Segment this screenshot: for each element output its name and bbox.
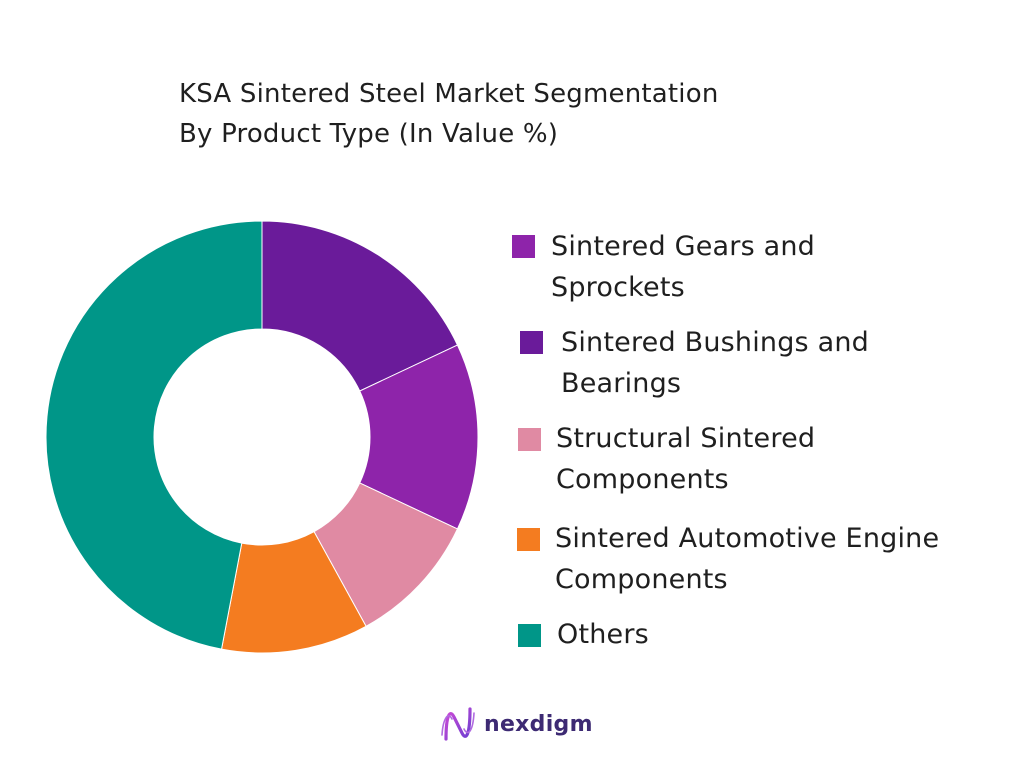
donut-slice-others [45,220,263,650]
chart-title-line-2: By Product Type (In Value %) [179,119,559,149]
legend-label-structural-line-1: Structural Sintered [556,423,816,454]
legend-label-engine-line-1: Sintered Automotive Engine [555,523,940,554]
nexdigm-logo: nexdigm [440,705,593,743]
legend-label-bushings: Sintered Bushings and Bearings [561,322,869,404]
legend-label-gears: Sintered Gears and Sprockets [551,226,815,308]
legend-swatch-bushings [520,331,543,354]
legend-label-others: Others [557,614,649,655]
legend-label-others-line-1: Others [557,619,649,650]
legend-swatch-others [518,624,541,647]
nexdigm-logo-icon [441,707,475,741]
legend-label-gears-line-1: Sintered Gears and [551,231,816,262]
legend-label-structural-line-2: Components [556,464,729,495]
donut-slice-gears [261,220,459,392]
legend-label-engine-line-2: Components [555,564,728,595]
legend-label-structural: Structural Sintered Components [556,418,815,500]
legend-swatch-engine [517,528,540,551]
legend-label-bushings-line-1: Sintered Bushings and [561,327,870,358]
chart-title-line-1: KSA Sintered Steel Market Segmentation [179,79,719,109]
donut-slice-bushings [359,344,479,530]
logo-text: nexdigm [484,711,593,737]
legend-swatch-structural [518,428,541,451]
legend-label-bushings-line-2: Bearings [561,368,682,399]
legend-label-gears-line-2: Sprockets [551,272,685,303]
legend-swatch-gears [512,235,535,258]
legend-label-engine: Sintered Automotive Engine Components [555,518,939,600]
chart-title: KSA Sintered Steel Market Segmentation B… [179,74,719,154]
